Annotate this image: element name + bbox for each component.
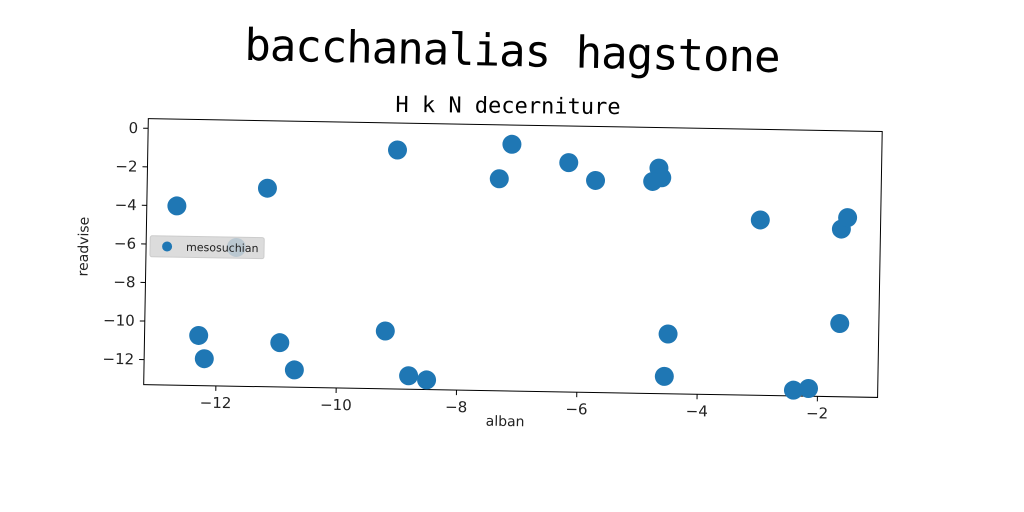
data-point <box>586 170 606 190</box>
data-point <box>783 380 803 400</box>
legend-box <box>149 235 265 260</box>
data-point <box>375 321 395 341</box>
data-points <box>167 134 858 400</box>
data-point <box>643 171 663 191</box>
data-point <box>167 196 187 216</box>
y-tick-label: −4 <box>115 196 137 214</box>
y-tick-label: −6 <box>114 234 136 252</box>
x-tick-label: −10 <box>320 396 352 415</box>
y-tick-label: 0 <box>128 119 138 137</box>
y-tick-label: −2 <box>115 157 137 175</box>
legend-label: mesosuchian <box>186 241 259 255</box>
data-point <box>270 333 290 353</box>
legend-marker <box>162 241 173 252</box>
data-point <box>750 210 770 230</box>
data-point <box>489 169 509 189</box>
y-axis-ticks: 0 −2 −4 −6 −8 −10 −12 <box>102 119 149 369</box>
data-point <box>387 140 407 160</box>
data-point <box>194 349 214 369</box>
data-point <box>799 379 819 399</box>
data-point <box>284 360 304 380</box>
data-point <box>189 325 209 345</box>
x-tick-label: −6 <box>565 400 587 418</box>
x-tick-label: −12 <box>200 394 232 413</box>
x-tick-label: −8 <box>445 398 467 416</box>
data-point <box>654 366 674 386</box>
legend: mesosuchian <box>149 235 265 260</box>
data-point <box>257 178 277 198</box>
plot-group: −12 −10 −8 −6 −4 −2 0 −2 −4 −6 −8 −10 −12 mesosuchi… <box>76 118 883 431</box>
data-point <box>502 134 522 154</box>
y-tick-label: −8 <box>113 273 135 291</box>
y-axis-label: readvise <box>76 217 93 277</box>
data-point <box>658 324 678 344</box>
y-tick-label: −12 <box>102 350 134 369</box>
data-point <box>559 153 579 173</box>
data-point <box>399 366 419 386</box>
y-tick-label: −10 <box>103 311 135 330</box>
x-tick-label: −2 <box>806 404 828 422</box>
data-point <box>838 208 858 228</box>
data-point <box>830 314 850 334</box>
x-axis-label: alban <box>486 414 525 431</box>
data-point <box>417 370 437 390</box>
x-tick-label: −4 <box>686 402 708 420</box>
x-axis-ticks: −12 −10 −8 −6 −4 −2 <box>200 385 828 423</box>
plot-frame <box>143 118 883 398</box>
